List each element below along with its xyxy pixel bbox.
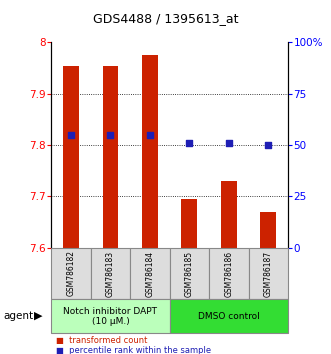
Bar [169,299,288,333]
Bar [221,181,237,248]
Text: GSM786187: GSM786187 [264,250,273,297]
Text: GSM786182: GSM786182 [67,251,75,296]
Bar [142,55,158,248]
Bar [260,212,276,248]
Point [69,132,74,138]
Bar [209,248,249,299]
Text: GSM786185: GSM786185 [185,250,194,297]
Bar [63,65,79,248]
Bar [51,299,169,333]
Text: ■  percentile rank within the sample: ■ percentile rank within the sample [56,346,212,354]
Bar [249,248,288,299]
Text: agent: agent [3,311,33,321]
Bar [130,248,169,299]
Point [265,142,271,148]
Text: Notch inhibitor DAPT
(10 μM.): Notch inhibitor DAPT (10 μM.) [64,307,158,326]
Text: DMSO control: DMSO control [198,312,260,321]
Text: GSM786183: GSM786183 [106,250,115,297]
Bar [181,199,197,248]
Point [147,132,153,138]
Bar [51,248,91,299]
Point [187,140,192,146]
Text: GSM786186: GSM786186 [224,250,233,297]
Bar [169,248,209,299]
Text: ■  transformed count: ■ transformed count [56,336,148,345]
Point [108,132,113,138]
Bar [103,65,118,248]
Text: ▶: ▶ [34,311,42,321]
Bar [91,248,130,299]
Point [226,140,231,146]
Text: GSM786184: GSM786184 [145,250,155,297]
Text: GDS4488 / 1395613_at: GDS4488 / 1395613_at [93,12,238,25]
